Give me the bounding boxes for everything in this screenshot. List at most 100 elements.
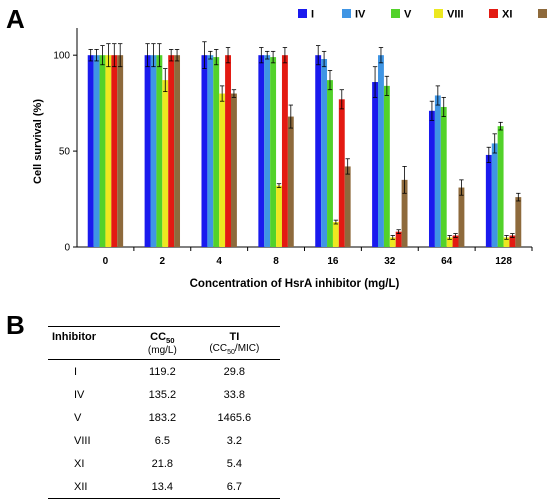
bar	[315, 55, 322, 247]
x-tick-label: 4	[216, 256, 222, 267]
y-tick-label: 100	[53, 51, 70, 62]
cell-inhibitor: VIII	[74, 434, 91, 447]
bar	[446, 237, 453, 247]
bar	[485, 154, 492, 247]
bar	[264, 55, 271, 247]
bar	[230, 93, 237, 247]
bar	[395, 231, 402, 247]
bar	[270, 57, 277, 247]
legend-swatch	[489, 9, 498, 18]
panel-b-letter: B	[6, 310, 25, 340]
bar	[491, 143, 498, 247]
bar	[258, 55, 265, 247]
bar	[452, 235, 459, 247]
bar	[156, 55, 163, 247]
cell-cc50: 21.8	[151, 457, 174, 470]
table-row: XI 21.8 5.4	[48, 452, 280, 475]
y-axis-title: Cell survival (%)	[32, 99, 44, 184]
bar	[225, 55, 231, 247]
bar	[497, 126, 504, 247]
header-cc50: CC50 (mg/L)	[136, 325, 189, 361]
legend-swatch	[434, 9, 443, 18]
bar	[105, 55, 112, 247]
bar	[327, 80, 333, 247]
legend-label: XI	[502, 9, 512, 21]
cell-ti: 3.2	[226, 434, 242, 447]
legend-label: I	[311, 9, 314, 21]
header-cc50-unit: (mg/L)	[147, 345, 177, 357]
header-ti-unit: (CC50/MIC)	[209, 343, 260, 356]
bar	[281, 55, 288, 247]
bar	[383, 85, 390, 247]
x-tick-label: 64	[441, 256, 453, 267]
bar	[287, 116, 294, 248]
bar	[389, 237, 396, 247]
header-inhibitor: Inhibitor	[48, 325, 136, 361]
legend-swatch	[538, 9, 547, 18]
cell-inhibitor: XI	[74, 457, 85, 470]
panel-a-letter: A	[6, 4, 25, 34]
legend-label: VIII	[447, 9, 464, 21]
cell-inhibitor: I	[74, 365, 78, 378]
bar	[117, 55, 124, 247]
bar	[201, 55, 208, 247]
bar	[509, 235, 516, 247]
cell-ti: 33.8	[223, 388, 246, 401]
survival-bar-chart: 0 50 100 Cell survival (%) 0 2 4 8 16 32 64 128 Conc…	[32, 9, 547, 290]
x-tick-label: 32	[384, 256, 396, 267]
bar	[144, 55, 151, 247]
legend-swatch	[342, 9, 351, 18]
x-tick-label: 16	[327, 256, 339, 267]
bar	[87, 55, 94, 247]
x-tick-label: 128	[495, 256, 512, 267]
x-tick-label: 8	[273, 256, 279, 267]
legend-label: V	[404, 9, 412, 21]
table-row: I 119.2 29.8	[48, 360, 280, 384]
bar	[150, 55, 157, 247]
bar	[503, 237, 510, 247]
cell-ti: 1465.6	[217, 411, 252, 424]
bar	[213, 57, 220, 247]
x-tick-label: 2	[160, 256, 166, 267]
bar	[207, 55, 214, 247]
bar	[168, 55, 175, 247]
bar	[458, 187, 465, 247]
y-tick-label: 0	[64, 243, 70, 254]
table-row: V 183.2 1465.6	[48, 406, 280, 429]
table-row: XII 13.4 6.7	[48, 475, 280, 500]
cell-inhibitor: XII	[48, 475, 136, 500]
bar	[428, 110, 435, 248]
bar	[515, 197, 522, 247]
bar	[99, 55, 106, 247]
cell-cc50: 13.4	[136, 475, 189, 500]
header-ti: TI (CC50/MIC)	[188, 325, 280, 361]
bar	[378, 55, 384, 247]
bar	[93, 55, 100, 247]
cell-cc50: 183.2	[148, 411, 177, 424]
bar	[372, 82, 379, 247]
legend-swatch	[391, 9, 400, 18]
table-row: IV 135.2 33.8	[48, 383, 280, 406]
cell-cc50: 6.5	[154, 434, 170, 447]
bar	[338, 99, 345, 247]
cell-cc50: 119.2	[149, 365, 176, 378]
header-ti-main: TI	[229, 331, 240, 343]
cell-ti: 29.8	[223, 365, 246, 378]
table-row: VIII 6.5 3.2	[48, 429, 280, 452]
cell-ti: 5.4	[226, 457, 242, 470]
header-cc50-main: CC50	[150, 331, 175, 346]
cell-inhibitor: IV	[74, 388, 85, 401]
bar	[401, 179, 408, 247]
x-axis-title: Concentration of HsrA inhibitor (mg/L)	[190, 278, 400, 290]
y-tick-label: 50	[59, 147, 71, 158]
bar	[276, 185, 282, 247]
cell-cc50: 135.2	[148, 388, 177, 401]
bar	[332, 222, 339, 247]
bar	[174, 55, 181, 247]
bar	[344, 166, 351, 247]
bar	[162, 80, 169, 247]
bar	[321, 59, 328, 247]
bar	[111, 55, 118, 247]
x-tick-label: 0	[103, 256, 109, 267]
legend-swatch	[298, 9, 307, 18]
